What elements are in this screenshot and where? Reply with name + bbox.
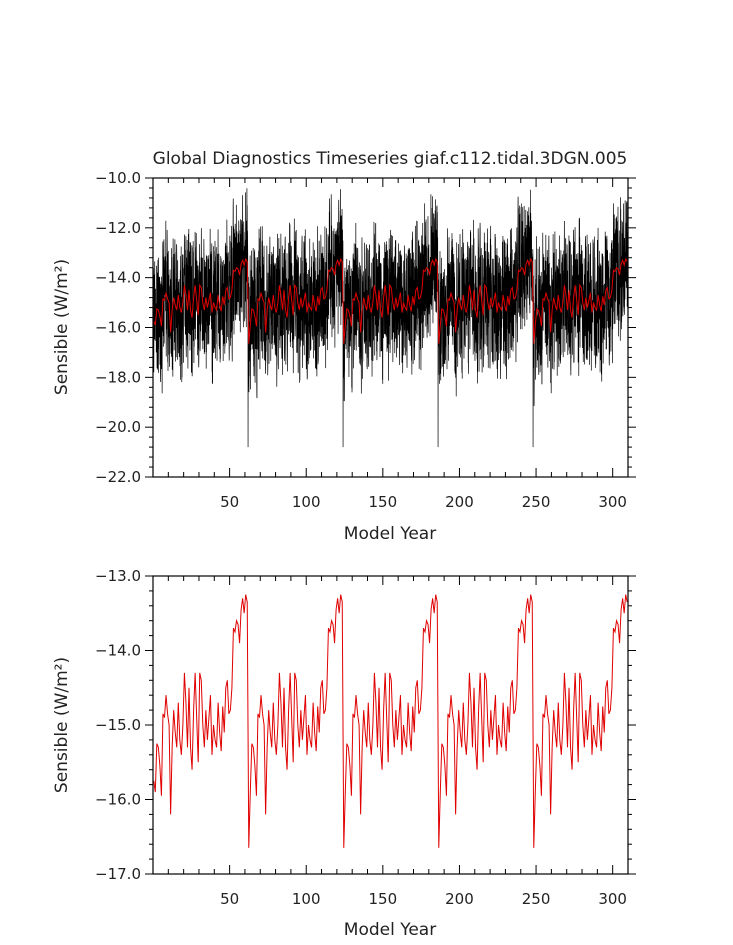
x-tick-label: 250: [522, 890, 551, 908]
x-tick-label: 150: [369, 890, 398, 908]
bottom-panel-xlabel: Model Year: [344, 920, 436, 940]
y-tick-label: −15.0: [95, 716, 141, 734]
chart-title: Global Diagnostics Timeseries giaf.c112.…: [153, 149, 628, 169]
annual-series-line: [153, 257, 628, 344]
y-tick-label: −12.0: [95, 219, 141, 237]
y-tick-label: −20.0: [95, 418, 141, 436]
top-panel-series-monthly: [152, 188, 629, 448]
x-tick-label: 300: [598, 493, 627, 511]
x-tick-label: 200: [445, 890, 474, 908]
x-tick-label: 150: [369, 493, 398, 511]
bottom-panel-ylabel: Sensible (W/m²): [52, 657, 72, 793]
top-panel-series-annual: [153, 257, 628, 344]
y-tick-label: −22.0: [95, 468, 141, 486]
bottom-panel-series-annual: [153, 594, 628, 848]
annual-series-line: [153, 594, 628, 848]
x-tick-label: 50: [220, 890, 239, 908]
x-tick-label: 250: [522, 493, 551, 511]
bottom-panel-axes: 50 100 150 200 250 300 −17.0 −16.0 −15.0 −14.0 −13…: [95, 567, 636, 908]
y-tick-label: −14.0: [95, 642, 141, 660]
y-tick-label: −14.0: [95, 269, 141, 287]
x-tick-label: 100: [292, 890, 321, 908]
monthly-series-line: [152, 188, 629, 448]
bottom-panel: 50 100 150 200 250 300 −17.0 −16.0 −15.0 −14.0 −13…: [52, 567, 636, 940]
x-tick-label: 300: [598, 890, 627, 908]
y-tick-label: −13.0: [95, 567, 141, 585]
y-tick-label: −10.0: [95, 169, 141, 187]
y-tick-label: −16.0: [95, 319, 141, 337]
top-panel-axes: 50 100 150 200 250 300 −22.0 −20.0 −18.0 −16.0 −14…: [95, 169, 636, 511]
x-tick-label: 100: [292, 493, 321, 511]
y-tick-label: −18.0: [95, 368, 141, 386]
top-panel: 50 100 150 200 250 300 −22.0 −20.0 −18.0 −16.0 −14…: [52, 169, 636, 544]
x-tick-label: 50: [220, 493, 239, 511]
x-tick-label: 200: [445, 493, 474, 511]
top-panel-ylabel: Sensible (W/m²): [52, 259, 72, 395]
top-panel-xlabel: Model Year: [344, 524, 436, 544]
y-tick-label: −17.0: [95, 865, 141, 883]
y-tick-label: −16.0: [95, 791, 141, 809]
